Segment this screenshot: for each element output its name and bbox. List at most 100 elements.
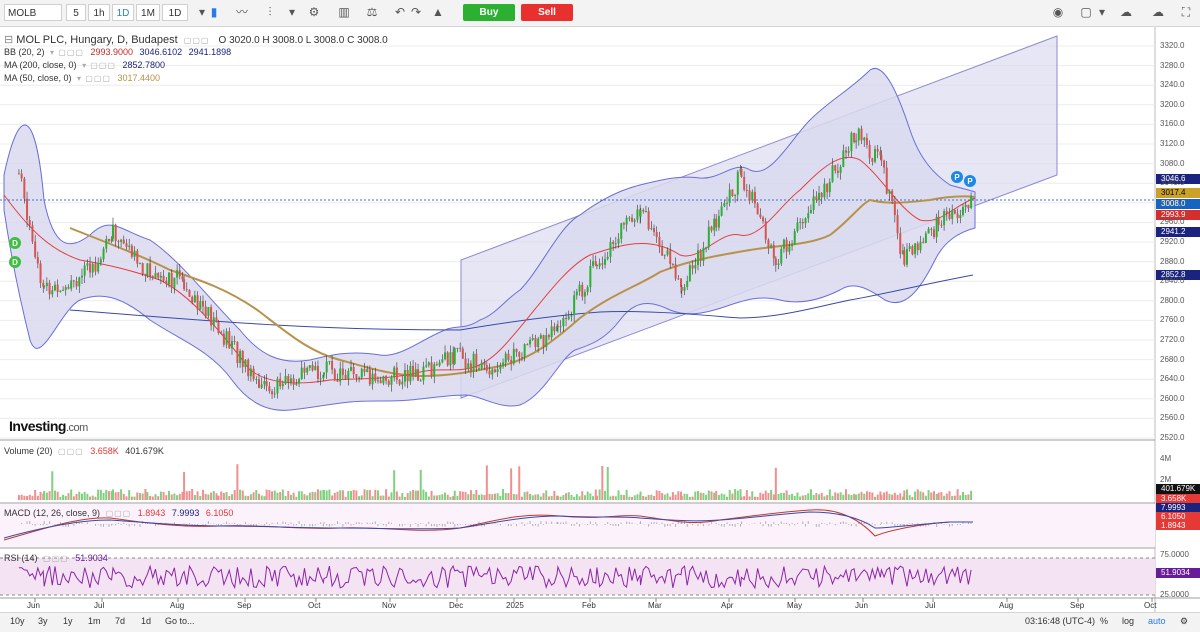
volume-bar [805, 495, 807, 500]
candle [799, 222, 801, 223]
macd-histogram-bar [805, 524, 806, 526]
time-axis-tick: Oct [1144, 601, 1156, 610]
candle [780, 249, 782, 264]
auto-toggle[interactable]: auto [1148, 616, 1166, 626]
go-to-button[interactable]: Go to... [165, 616, 195, 626]
candle [534, 338, 536, 347]
bb-settings-icon[interactable]: ▾ ▢▢▢ [50, 48, 84, 57]
macd-histogram-bar [402, 524, 403, 526]
candle [266, 381, 268, 386]
candle [401, 382, 403, 385]
volume-bar [821, 493, 823, 500]
candle [342, 369, 344, 375]
candle [139, 263, 141, 264]
candle [708, 227, 710, 248]
volume-bar [675, 495, 677, 500]
macd-histogram-bar [881, 522, 882, 524]
macd-histogram-bar [216, 524, 217, 525]
macd-histogram-bar [369, 523, 370, 524]
candle [909, 246, 911, 249]
range-3y[interactable]: 3y [38, 616, 48, 626]
range-10y[interactable]: 10y [10, 616, 25, 626]
macd-histogram-bar [740, 524, 741, 527]
macd-histogram-bar [741, 521, 742, 524]
ma50-settings-icon[interactable]: ▾ ▢▢▢ [77, 74, 111, 83]
volume-bar [604, 491, 606, 500]
candle [697, 250, 699, 265]
macd-histogram-bar [137, 523, 138, 524]
gear-icon[interactable]: ⚙ [1180, 616, 1188, 627]
collapse-icon[interactable]: ⊟ [4, 34, 13, 46]
candle [176, 270, 178, 277]
macd-histogram-bar [632, 523, 633, 524]
volume-bar [650, 495, 652, 500]
volume-bar [584, 495, 586, 500]
bb-upper-price-label: 3046.6 [1158, 174, 1200, 184]
volume-bar [152, 497, 154, 500]
volume-bar [108, 491, 110, 500]
range-1d[interactable]: 1d [141, 616, 151, 626]
volume-bar [499, 496, 501, 500]
volume-bar [199, 496, 201, 500]
ma200-settings-icon[interactable]: ▾ ▢▢▢ [82, 61, 116, 70]
percent-toggle[interactable]: % [1100, 616, 1108, 626]
volume-bar [848, 494, 850, 500]
range-7d[interactable]: 7d [115, 616, 125, 626]
volume-bar [943, 496, 945, 500]
candle [347, 371, 349, 379]
candle [168, 273, 170, 284]
candle [640, 210, 642, 217]
volume-bar [328, 490, 330, 500]
macd-histogram-bar [763, 524, 764, 526]
time-axis-tick: Jun [27, 601, 40, 610]
range-1y[interactable]: 1y [63, 616, 73, 626]
macd-settings-icon[interactable]: ▢▢▢ [106, 509, 132, 518]
candle [314, 366, 316, 370]
candle [686, 281, 688, 287]
volume-bar [428, 496, 430, 500]
volume-bar [516, 494, 518, 500]
candle [258, 379, 260, 388]
volume-bar [497, 493, 499, 500]
volume-bar [587, 492, 589, 500]
candle [40, 263, 42, 283]
log-toggle[interactable]: log [1122, 616, 1134, 626]
volume-settings-icon[interactable]: ▢▢▢ [58, 447, 84, 456]
volume-axis-tick: 2M [1160, 475, 1171, 484]
volume-bar [599, 490, 601, 500]
macd-histogram-bar [420, 523, 421, 524]
rsi-settings-icon[interactable]: ▢▢▢ [43, 554, 69, 563]
candle [723, 203, 725, 206]
candle [213, 317, 215, 325]
macd-histogram-bar [290, 522, 291, 524]
volume-bar [165, 495, 167, 500]
volume-bar [667, 493, 669, 500]
volume-bar [919, 491, 921, 500]
volume-bar [417, 491, 419, 500]
legend-settings-icon[interactable]: ▢▢▢ [184, 36, 210, 45]
candle [775, 258, 777, 264]
volume-bar [298, 491, 300, 500]
candle [677, 279, 679, 280]
candle [740, 169, 742, 177]
candle [197, 295, 199, 309]
time-axis-tick: Aug [170, 601, 184, 610]
candle [928, 229, 930, 234]
candle [618, 239, 620, 244]
candle [366, 369, 368, 372]
volume-bar [767, 493, 769, 500]
macd-histogram-bar [917, 523, 918, 524]
volume-bar [339, 490, 341, 500]
range-1m[interactable]: 1m [88, 616, 101, 626]
candle [938, 217, 940, 225]
macd-histogram-bar [737, 523, 738, 524]
candle [396, 368, 398, 380]
macd-histogram-bar [590, 521, 591, 524]
macd-histogram-bar [689, 523, 690, 524]
candle [111, 239, 113, 241]
macd-histogram-bar [174, 522, 175, 524]
macd-histogram-bar [428, 522, 429, 524]
candle [821, 193, 823, 197]
candle [634, 220, 636, 222]
